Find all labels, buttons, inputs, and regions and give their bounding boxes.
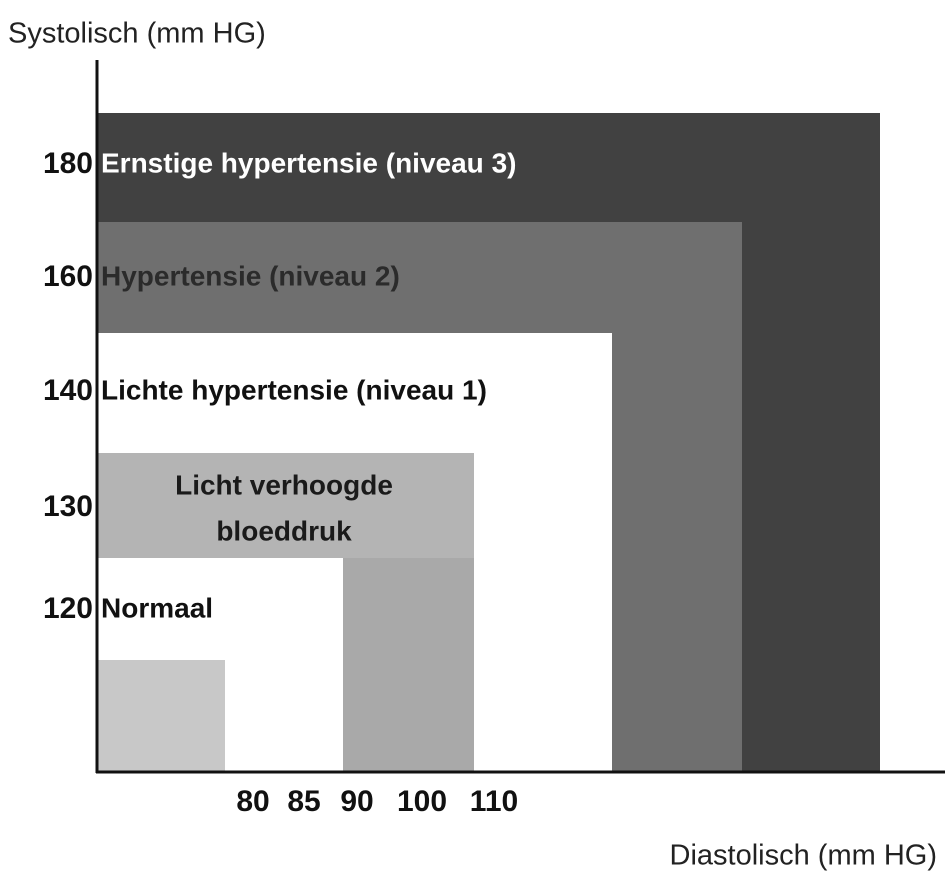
x-axis-title: Diastolisch (mm HG) [670, 840, 937, 872]
y-tick-label: 180 [43, 147, 93, 180]
y-tick-label: 160 [43, 260, 93, 293]
x-tick-label: 80 [236, 785, 269, 818]
x-tick-label: 110 [470, 785, 518, 818]
x-tick-label: 100 [397, 785, 447, 818]
region-optimal [97, 660, 225, 772]
y-tick-label: 120 [43, 592, 93, 625]
region-label: Lichte hypertensie (niveau 1) [101, 374, 487, 405]
region-label: Ernstige hypertensie (niveau 3) [101, 147, 516, 178]
region-label: Hypertensie (niveau 2) [101, 260, 400, 291]
y-tick-label: 130 [43, 490, 93, 523]
y-axis-title: Systolisch (mm HG) [8, 18, 266, 50]
region-elevated-band [97, 453, 474, 558]
region-label: Licht verhoogde [175, 469, 393, 500]
region-label: Normaal [101, 592, 213, 623]
x-tick-label: 85 [287, 785, 320, 818]
y-tick-label: 140 [43, 374, 93, 407]
region-label: bloeddruk [216, 515, 352, 546]
x-tick-label: 90 [340, 785, 373, 818]
